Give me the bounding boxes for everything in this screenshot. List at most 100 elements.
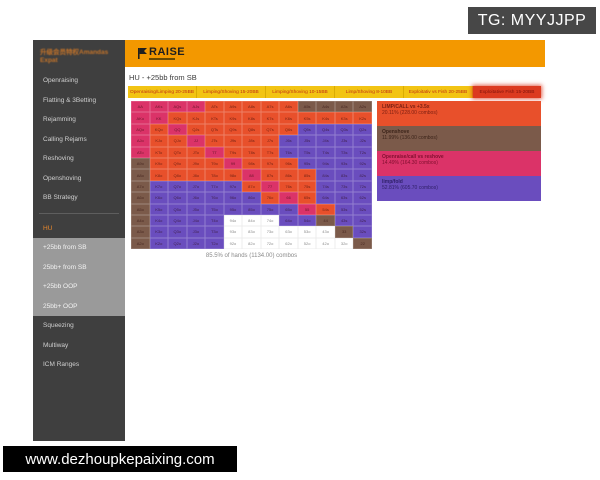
legend-block-openraise-call-vs-reshove[interactable]: Openraise/call vs reshove 14.49% (164.30 … (377, 151, 541, 176)
hand-cell-AA[interactable]: AA (131, 101, 150, 113)
hand-cell-J5o[interactable]: J5o (186, 203, 206, 215)
hand-cell-K5o[interactable]: K5o (149, 203, 169, 215)
hand-cell-84o[interactable]: 84o (242, 214, 261, 227)
hand-cell-43s[interactable]: 43s (334, 214, 354, 227)
hand-cell-74s[interactable]: 74s (316, 180, 335, 193)
sidebar-item-hu[interactable]: HU (43, 224, 53, 232)
tab-limping-shoving-15-20bb[interactable]: Limping/Shoving 15-20BB (197, 86, 266, 98)
hand-cell-ATo[interactable]: ATo (131, 146, 150, 158)
hand-cell-85s[interactable]: 85s (297, 169, 317, 181)
hand-cell-85o[interactable]: 85o (242, 203, 261, 215)
hand-cell-96s[interactable]: 96s (279, 157, 298, 170)
hand-cell-AJs[interactable]: AJs (186, 101, 206, 113)
hand-cell-KQs[interactable]: KQs (168, 112, 187, 124)
hand-cell-32s[interactable]: 32s (353, 226, 372, 238)
hand-cell-A4o[interactable]: A4o (131, 214, 150, 227)
hand-cell-J3o[interactable]: J3o (186, 226, 206, 238)
hand-cell-AKo[interactable]: AKo (131, 112, 150, 124)
hand-cell-52o[interactable]: 52o (297, 237, 317, 250)
hand-cell-55[interactable]: 55 (297, 203, 317, 215)
hand-cell-J7s[interactable]: J7s (260, 135, 280, 147)
hand-cell-44[interactable]: 44 (316, 214, 335, 227)
hand-cell-QTo[interactable]: QTo (168, 146, 187, 158)
hand-cell-Q9s[interactable]: Q9s (223, 123, 243, 136)
hand-cell-73o[interactable]: 73o (260, 226, 280, 238)
hand-cell-A3o[interactable]: A3o (131, 226, 150, 238)
hand-cell-32o[interactable]: 32o (334, 237, 354, 250)
hand-cell-75o[interactable]: 75o (260, 203, 280, 215)
hand-cell-99[interactable]: 99 (223, 157, 243, 170)
hand-cell-K4s[interactable]: K4s (316, 112, 335, 124)
hand-cell-72s[interactable]: 72s (353, 180, 372, 193)
hand-cell-KJo[interactable]: KJo (149, 135, 169, 147)
hand-cell-J6o[interactable]: J6o (186, 192, 206, 204)
sidebar-promo[interactable]: 升级会员特权Amandas Expat (33, 40, 125, 69)
hand-cell-J4s[interactable]: J4s (316, 135, 335, 147)
hand-cell-95o[interactable]: 95o (223, 203, 243, 215)
hand-cell-T3o[interactable]: T3o (205, 226, 224, 238)
hand-cell-Q8s[interactable]: Q8s (242, 123, 261, 136)
hand-cell-K9s[interactable]: K9s (223, 112, 243, 124)
hand-cell-53o[interactable]: 53o (297, 226, 317, 238)
hand-cell-22[interactable]: 22 (353, 237, 372, 250)
sidebar-item-multiway[interactable]: Multiway (43, 341, 69, 349)
sidebar-item-calling-rejams[interactable]: Calling Rejams (43, 135, 87, 143)
hand-cell-T2o[interactable]: T2o (205, 237, 224, 250)
hand-cell-77[interactable]: 77 (260, 180, 280, 193)
sidebar-item-flatting-3betting[interactable]: Flatting & 3Betting (43, 96, 97, 104)
hand-cell-93s[interactable]: 93s (334, 157, 354, 170)
tab-limp-shoving-8-10bb[interactable]: Limp/Shoving 8-10BB (335, 86, 404, 98)
hand-cell-JTo[interactable]: JTo (186, 146, 206, 158)
hand-cell-A3s[interactable]: A3s (334, 101, 354, 113)
hand-cell-Q5s[interactable]: Q5s (297, 123, 317, 136)
hand-cell-A8s[interactable]: A8s (242, 101, 261, 113)
hand-cell-Q2o[interactable]: Q2o (168, 237, 187, 250)
hand-cell-A7o[interactable]: A7o (131, 180, 150, 193)
hand-cell-Q5o[interactable]: Q5o (168, 203, 187, 215)
sidebar-subitem-25bb-from-sb[interactable]: 25bb+ from SB (43, 263, 87, 271)
hand-cell-63o[interactable]: 63o (279, 226, 298, 238)
hand-cell-T5s[interactable]: T5s (297, 146, 317, 158)
hand-cell-Q3o[interactable]: Q3o (168, 226, 187, 238)
hand-cell-97o[interactable]: 97o (223, 180, 243, 193)
hand-cell-J2s[interactable]: J2s (353, 135, 372, 147)
hand-cell-T4o[interactable]: T4o (205, 214, 224, 227)
hand-cell-72o[interactable]: 72o (260, 237, 280, 250)
hand-cell-QJs[interactable]: QJs (186, 123, 206, 136)
hand-cell-86o[interactable]: 86o (242, 192, 261, 204)
hand-cell-83s[interactable]: 83s (334, 169, 354, 181)
sidebar-item-reshoving[interactable]: Reshoving (43, 155, 74, 162)
hand-cell-J4o[interactable]: J4o (186, 214, 206, 227)
hand-cell-A5o[interactable]: A5o (131, 203, 150, 215)
hand-cell-K2o[interactable]: K2o (149, 237, 169, 250)
hand-cell-64o[interactable]: 64o (279, 214, 298, 227)
hand-cell-75s[interactable]: 75s (297, 180, 317, 193)
hand-cell-QJo[interactable]: QJo (168, 135, 187, 147)
hand-cell-K7o[interactable]: K7o (149, 180, 169, 193)
hand-cell-A2o[interactable]: A2o (131, 237, 150, 250)
hand-cell-J6s[interactable]: J6s (279, 135, 298, 147)
hand-cell-A6o[interactable]: A6o (131, 192, 150, 204)
tab-exploitativ-vs-fish-20-25bb[interactable]: Exploitativ vs Fish 20-25BB (404, 86, 473, 98)
hand-cell-KQo[interactable]: KQo (149, 123, 169, 136)
hand-cell-92s[interactable]: 92s (353, 157, 372, 170)
sidebar-item-squeezing[interactable]: Squeezing (43, 322, 74, 329)
hand-cell-42s[interactable]: 42s (353, 214, 372, 227)
hand-cell-98o[interactable]: 98o (223, 169, 243, 181)
hand-cell-KTs[interactable]: KTs (205, 112, 224, 124)
legend-block-openshove[interactable]: Openshove 11.99% (136.00 combos) (377, 126, 541, 151)
hand-cell-T3s[interactable]: T3s (334, 146, 354, 158)
hand-cell-T9o[interactable]: T9o (205, 157, 224, 170)
hand-cell-J8s[interactable]: J8s (242, 135, 261, 147)
hand-cell-T6s[interactable]: T6s (279, 146, 298, 158)
hand-cell-Q4s[interactable]: Q4s (316, 123, 335, 136)
hand-cell-K8s[interactable]: K8s (242, 112, 261, 124)
hand-cell-94o[interactable]: 94o (223, 214, 243, 227)
hand-cell-TT[interactable]: TT (205, 146, 224, 158)
hand-cell-62o[interactable]: 62o (279, 237, 298, 250)
hand-cell-Q3s[interactable]: Q3s (334, 123, 354, 136)
hand-cell-87s[interactable]: 87s (260, 169, 280, 181)
hand-cell-K9o[interactable]: K9o (149, 157, 169, 170)
raise-logo[interactable]: RAISE (136, 47, 185, 60)
hand-cell-84s[interactable]: 84s (316, 169, 335, 181)
